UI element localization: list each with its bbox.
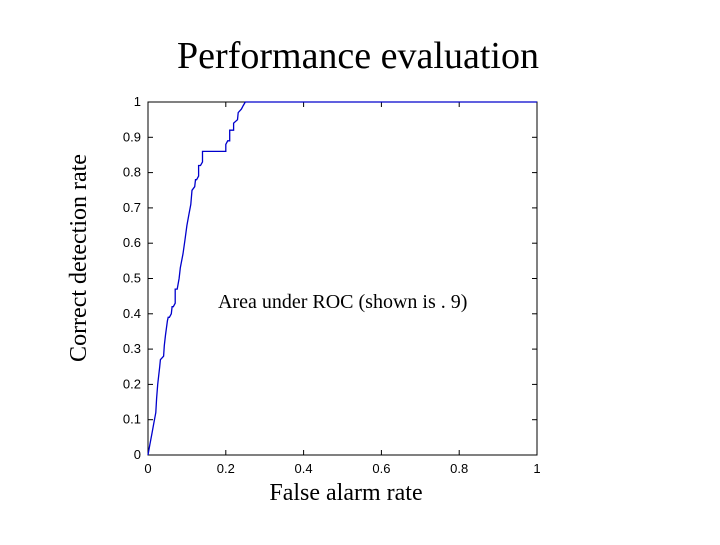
y-tick-label: 0.1 bbox=[123, 412, 141, 427]
y-axis-label: Correct detection rate bbox=[66, 154, 92, 362]
y-tick-label: 0.7 bbox=[123, 200, 141, 215]
y-tick-label: 0.4 bbox=[123, 306, 141, 321]
y-tick-label: 0.2 bbox=[123, 376, 141, 391]
x-tick-label: 1 bbox=[533, 461, 540, 476]
roc-curve-series bbox=[147, 101, 537, 456]
x-tick-label: 0.6 bbox=[372, 461, 390, 476]
y-tick-label: 0 bbox=[134, 447, 141, 462]
y-tick-label: 0.5 bbox=[123, 271, 141, 286]
x-axis-label: False alarm rate bbox=[269, 480, 422, 506]
x-tick-label: 0.2 bbox=[217, 461, 235, 476]
y-tick-label: 0.9 bbox=[123, 129, 141, 144]
x-tick-label: 0.4 bbox=[295, 461, 313, 476]
y-tick-label: 0.3 bbox=[123, 341, 141, 356]
x-tick-label: 0.8 bbox=[450, 461, 468, 476]
x-tick-label: 0 bbox=[144, 461, 151, 476]
slide-title: Performance evaluation bbox=[177, 35, 539, 77]
y-tick-label: 1 bbox=[134, 94, 141, 109]
axis-ticks bbox=[147, 101, 538, 456]
roc-annotation: Area under ROC (shown is . 9) bbox=[218, 291, 467, 313]
plot-area bbox=[147, 101, 538, 456]
axis-tick-labels: 0 0.2 0.4 0.6 0.8 1 0 0.1 0.2 0.3 0.4 0.5 0.6 0.7 0.8 0… bbox=[123, 94, 541, 476]
y-tick-label: 0.6 bbox=[123, 235, 141, 250]
y-tick-label: 0.8 bbox=[123, 165, 141, 180]
